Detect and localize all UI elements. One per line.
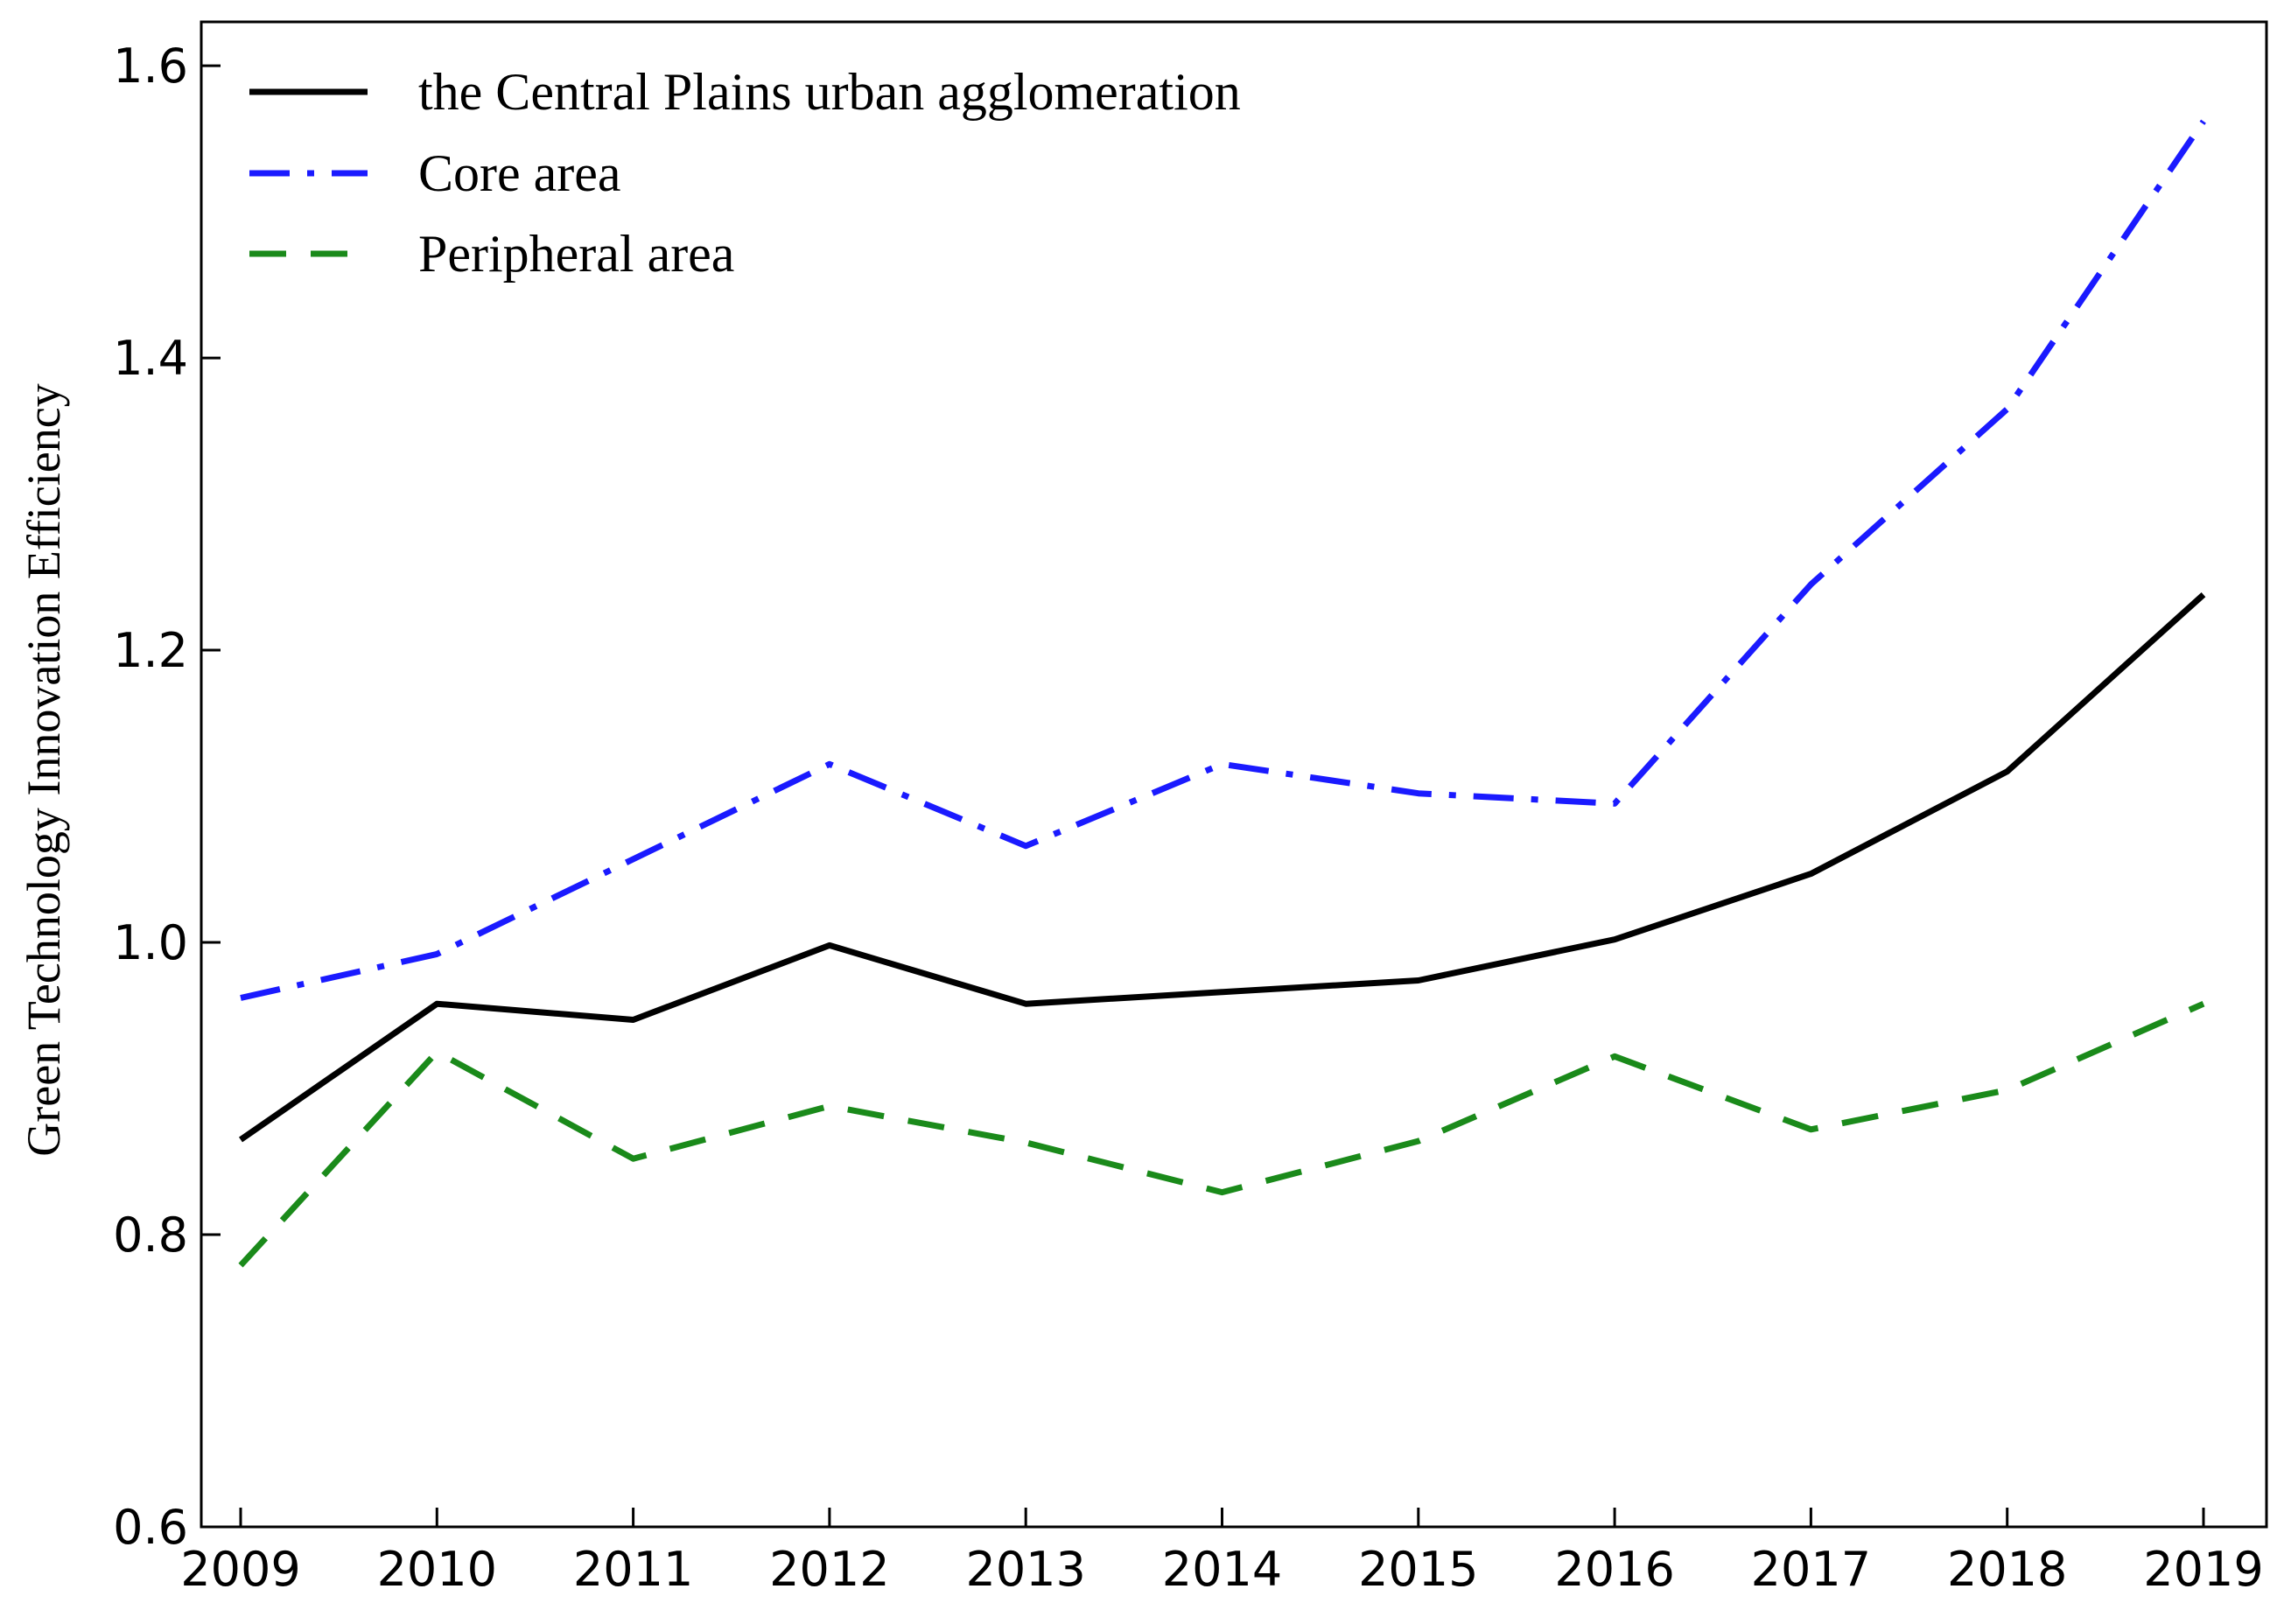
series-line-0 <box>239 592 2206 1143</box>
x-tick-label-8: 2017 <box>1751 1542 1871 1597</box>
x-tick-label-4: 2013 <box>965 1542 1085 1597</box>
x-tick-label-0: 2009 <box>180 1542 300 1597</box>
x-tick-label-10: 2019 <box>2143 1542 2263 1597</box>
y-axis-title: Green Technology Innovation Efficiency <box>18 383 70 1156</box>
series-line-1 <box>240 119 2206 1001</box>
x-tick-label-1: 2010 <box>377 1542 497 1597</box>
x-axis: 2009 2010 2011 2012 2013 2014 2015 2016 2017 2018… <box>180 1508 2264 1597</box>
y-tick-label-0: 0.6 <box>113 1500 188 1555</box>
x-tick-label-6: 2015 <box>1358 1542 1478 1597</box>
series-line-2 <box>238 1000 2205 1268</box>
y-tick-label-1: 0.8 <box>113 1208 188 1263</box>
y-tick-label-4: 1.4 <box>113 331 188 386</box>
y-axis: 0.6 0.8 1.0 1.2 1.4 1.6 <box>113 38 221 1555</box>
plot-frame <box>200 20 2268 1529</box>
x-tick-label-7: 2016 <box>1554 1542 1674 1597</box>
plot-lines <box>238 119 2206 1268</box>
y-tick-label-5: 1.6 <box>113 38 188 94</box>
x-tick-label-2: 2011 <box>573 1542 693 1597</box>
legend-label-0: the Central Plains urban agglomeration <box>418 63 1241 121</box>
legend: the Central Plains urban agglomeration Co… <box>249 63 1241 283</box>
legend-label-1: Core area <box>418 144 621 202</box>
x-tick-label-5: 2014 <box>1162 1542 1282 1597</box>
y-tick-label-2: 1.0 <box>113 915 188 970</box>
legend-label-2: Peripheral area <box>418 225 734 283</box>
x-tick-label-9: 2018 <box>1947 1542 2067 1597</box>
y-tick-label-3: 1.2 <box>113 623 188 678</box>
x-tick-label-3: 2012 <box>769 1542 889 1597</box>
